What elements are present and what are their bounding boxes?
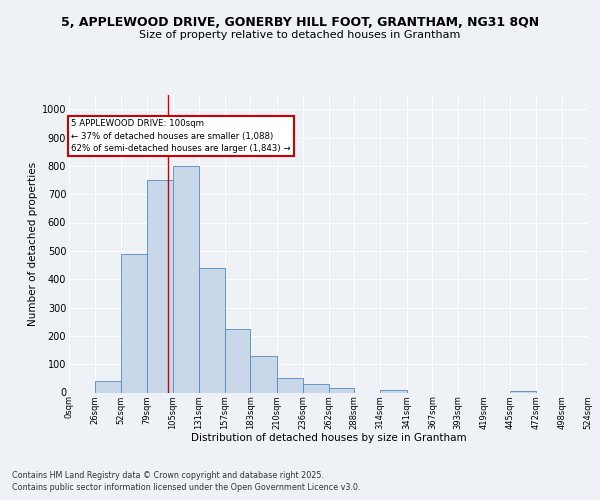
Bar	[277, 378, 303, 392]
Text: Contains HM Land Registry data © Crown copyright and database right 2025.: Contains HM Land Registry data © Crown c…	[12, 472, 324, 480]
Bar	[121, 254, 147, 392]
Bar	[147, 180, 173, 392]
Bar	[380, 390, 407, 392]
Bar	[95, 381, 121, 392]
Text: 5, APPLEWOOD DRIVE, GONERBY HILL FOOT, GRANTHAM, NG31 8QN: 5, APPLEWOOD DRIVE, GONERBY HILL FOOT, G…	[61, 16, 539, 29]
Bar	[199, 268, 224, 392]
Bar	[329, 388, 354, 392]
Bar	[173, 166, 199, 392]
Text: Contains public sector information licensed under the Open Government Licence v3: Contains public sector information licen…	[12, 483, 361, 492]
Bar	[510, 391, 536, 392]
Bar	[250, 356, 277, 393]
Text: 5 APPLEWOOD DRIVE: 100sqm
← 37% of detached houses are smaller (1,088)
62% of se: 5 APPLEWOOD DRIVE: 100sqm ← 37% of detac…	[71, 119, 290, 153]
X-axis label: Distribution of detached houses by size in Grantham: Distribution of detached houses by size …	[191, 434, 466, 444]
Y-axis label: Number of detached properties: Number of detached properties	[28, 162, 38, 326]
Text: Size of property relative to detached houses in Grantham: Size of property relative to detached ho…	[139, 30, 461, 40]
Bar	[303, 384, 329, 392]
Bar	[224, 329, 250, 392]
